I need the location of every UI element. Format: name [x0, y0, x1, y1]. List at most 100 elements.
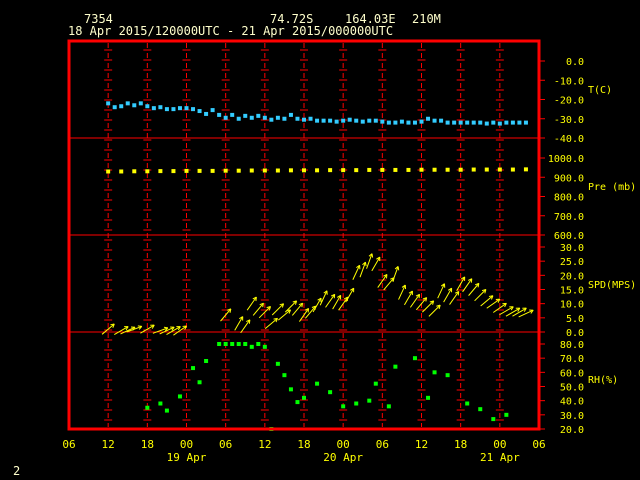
panel-label-temp: T(C)	[588, 85, 612, 96]
pres-point	[367, 167, 372, 172]
wind-arrow	[462, 278, 473, 293]
wind-arrow	[166, 326, 181, 336]
wind-arrow	[271, 303, 285, 316]
x-tick-label: 06	[376, 438, 389, 451]
wind-arrow	[325, 293, 336, 308]
wind-arrow	[152, 326, 169, 334]
rh-point	[249, 344, 254, 349]
wind-arrow	[409, 293, 421, 308]
wind-arrow	[258, 306, 271, 319]
rh-point	[217, 342, 222, 346]
panel-separators	[69, 137, 539, 333]
wind-arrow	[404, 290, 413, 306]
wind-arrow	[359, 261, 367, 278]
pres-point	[497, 167, 502, 172]
temp-point	[288, 112, 293, 117]
temp-point	[458, 120, 463, 125]
x-axis-labels: 06 12 18 00 06 12 18 00 06 12 18 00 06 19 Apr 20 Apr 21…	[62, 438, 545, 464]
temp-point	[125, 101, 130, 106]
x-tick-label: 18	[297, 438, 310, 451]
y-tick-label: 0.0	[566, 328, 584, 339]
pres-point	[236, 168, 241, 173]
pres-point	[223, 168, 228, 173]
temp-point	[223, 115, 228, 120]
temp-point	[406, 120, 411, 125]
x-tick-label: 00	[180, 438, 193, 451]
temp-point	[328, 118, 333, 123]
temp-point	[262, 115, 267, 120]
temp-point	[341, 118, 346, 123]
temp-point	[426, 116, 431, 121]
temp-point	[210, 108, 215, 113]
rh-point	[262, 344, 267, 349]
y-tick-label: -30.0	[554, 115, 584, 126]
pres-point	[341, 168, 346, 173]
pres-point	[158, 169, 163, 174]
temp-point	[452, 120, 457, 125]
wind-arrow	[428, 304, 441, 317]
temp-point	[386, 120, 391, 125]
pres-point	[393, 167, 398, 172]
temp-point	[112, 105, 117, 110]
page-number: 2	[13, 464, 20, 478]
station-id: 7354	[84, 12, 113, 26]
temp-point	[399, 119, 404, 124]
temp-point	[360, 119, 365, 124]
temp-point	[145, 104, 150, 109]
pres-point	[210, 168, 215, 173]
temp-point	[373, 118, 378, 123]
rh-point	[328, 390, 333, 395]
x-tick-label: 18	[454, 438, 467, 451]
pres-point	[302, 168, 306, 173]
wind-arrow	[312, 297, 322, 313]
pres-point	[145, 169, 150, 174]
x-tick-label: 12	[415, 438, 428, 451]
wind-arrow	[240, 319, 251, 334]
rh-point	[302, 395, 306, 400]
temp-point	[191, 107, 196, 112]
temp-point	[295, 116, 300, 121]
rh-point	[354, 401, 359, 406]
temp-point	[204, 111, 209, 116]
temp-point	[164, 107, 169, 112]
temp-point	[275, 115, 280, 120]
wind-arrow	[319, 290, 328, 306]
pres-point	[119, 169, 124, 174]
temp-point	[517, 120, 522, 125]
y-axis-labels: 0.0 -10.0 -20.0 -30.0 -40.0 T(C) 1000.0 900.0 80…	[539, 57, 636, 436]
y-tick-label: 600.0	[554, 231, 584, 242]
rh-point	[223, 342, 228, 346]
temp-point	[471, 120, 476, 125]
temp-point	[249, 115, 254, 120]
y-tick-label: 40.0	[560, 397, 584, 408]
temp-point	[380, 119, 385, 124]
x-tick-label: 18	[141, 438, 154, 451]
wind-arrow	[345, 287, 355, 303]
y-tick-label: 800.0	[554, 193, 584, 204]
temp-point	[484, 121, 489, 126]
temp-point	[256, 113, 261, 118]
pres-point	[288, 168, 293, 173]
temp-point	[269, 117, 274, 122]
temp-point	[106, 101, 111, 106]
x-tick-label: 00	[337, 438, 350, 451]
rh-point	[504, 412, 509, 417]
rh-point	[445, 373, 450, 378]
pres-point	[510, 167, 515, 172]
wind-arrow	[173, 325, 187, 336]
temp-point	[151, 106, 156, 111]
wind-arrow	[246, 296, 257, 311]
temp-point	[465, 120, 470, 125]
temp-point	[236, 116, 241, 121]
rh-point	[236, 342, 241, 346]
wind-arrow	[352, 264, 361, 280]
rh-point	[197, 380, 202, 385]
wind-arrow	[264, 317, 278, 330]
temp-point	[217, 112, 222, 117]
rh-point	[341, 404, 346, 409]
rh-point	[373, 381, 378, 386]
pres-point	[484, 167, 489, 172]
y-tick-label: 15.0	[560, 286, 584, 297]
wind-arrow	[126, 325, 143, 333]
